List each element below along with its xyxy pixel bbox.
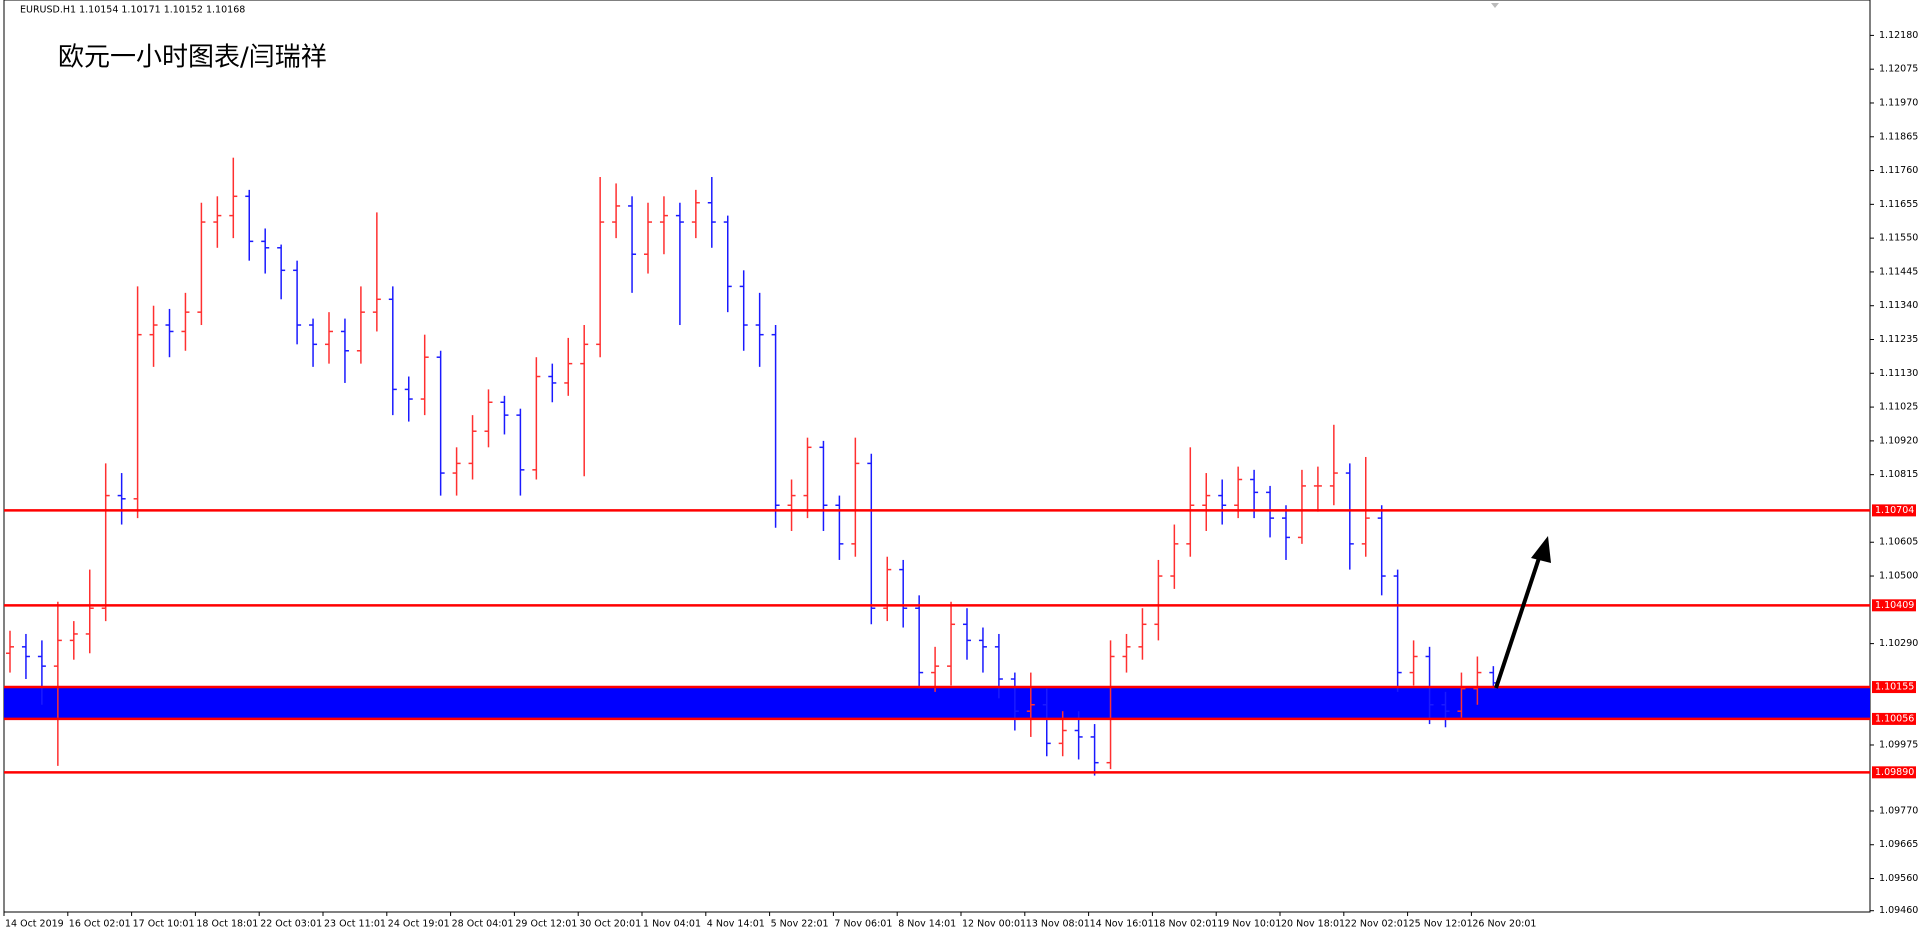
y-tick-label: 1.12075	[1879, 64, 1918, 75]
x-tick-label: 18 Oct 18:01	[196, 919, 258, 930]
y-tick-label: 1.11025	[1879, 402, 1918, 413]
x-tick-label: 1 Nov 04:01	[643, 919, 701, 930]
x-tick-label: 22 Nov 02:01	[1345, 919, 1409, 930]
x-tick-label: 23 Oct 11:01	[324, 919, 386, 930]
x-tick-label: 17 Oct 10:01	[133, 919, 195, 930]
level-label-box	[1872, 599, 1916, 612]
x-tick-label: 5 Nov 22:01	[771, 919, 829, 930]
level-label-box	[1872, 712, 1916, 725]
y-tick-label: 1.11760	[1879, 165, 1918, 176]
level-label-box	[1872, 504, 1916, 517]
scroll-marker	[1491, 3, 1499, 8]
x-tick-label: 18 Nov 02:01	[1153, 919, 1217, 930]
plot-frame	[3, 0, 1871, 913]
level-label: 1.10056	[1875, 713, 1914, 724]
y-tick-label: 1.11865	[1879, 131, 1918, 142]
x-tick-label: 14 Nov 16:01	[1090, 919, 1154, 930]
y-tick-label: 1.11235	[1879, 334, 1918, 345]
y-tick-label: 1.11655	[1879, 199, 1918, 210]
y-tick-label: 1.09770	[1879, 805, 1918, 816]
y-tick-label: 1.11550	[1879, 233, 1918, 244]
x-tick-label: 8 Nov 14:01	[898, 919, 956, 930]
x-tick-label: 13 Nov 08:01	[1026, 919, 1090, 930]
y-tick-label: 1.09975	[1879, 739, 1918, 750]
y-tick-label: 1.11130	[1879, 368, 1918, 379]
x-tick-label: 4 Nov 14:01	[707, 919, 765, 930]
level-label: 1.09890	[1875, 767, 1914, 778]
y-tick-label: 1.10920	[1879, 435, 1918, 446]
y-tick-label: 1.10815	[1879, 469, 1918, 480]
y-tick-label: 1.09460	[1879, 905, 1918, 916]
chart-title: 欧元一小时图表/闫瑞祥	[58, 43, 327, 73]
x-tick-label: 30 Oct 20:01	[579, 919, 641, 930]
y-tick-label: 1.11970	[1879, 97, 1918, 108]
x-tick-label: 24 Oct 19:01	[388, 919, 450, 930]
x-tick-label: 26 Nov 20:01	[1472, 919, 1536, 930]
x-tick-label: 16 Oct 02:01	[69, 919, 131, 930]
x-tick-label: 19 Nov 10:01	[1217, 919, 1281, 930]
arrow-head	[1531, 536, 1551, 563]
y-tick-label: 1.10605	[1879, 537, 1918, 548]
y-tick-label: 1.10500	[1879, 571, 1918, 582]
x-tick-label: 12 Nov 00:01	[962, 919, 1026, 930]
level-label: 1.10704	[1875, 505, 1914, 516]
y-tick-label: 1.10290	[1879, 638, 1918, 649]
level-label-box	[1872, 681, 1916, 694]
x-tick-label: 29 Oct 12:01	[515, 919, 577, 930]
x-tick-label: 20 Nov 18:01	[1281, 919, 1345, 930]
x-tick-label: 7 Nov 06:01	[834, 919, 892, 930]
symbol-header: EURUSD.H1 1.10154 1.10171 1.10152 1.1016…	[20, 5, 245, 16]
x-tick-label: 22 Oct 03:01	[260, 919, 322, 930]
support-zone	[4, 687, 1870, 719]
y-tick-label: 1.09560	[1879, 873, 1918, 884]
x-tick-label: 28 Oct 04:01	[452, 919, 514, 930]
level-label: 1.10155	[1875, 682, 1914, 693]
y-tick-label: 1.09665	[1879, 839, 1918, 850]
level-label: 1.10409	[1875, 600, 1914, 611]
level-label-box	[1872, 766, 1916, 779]
y-tick-label: 1.11340	[1879, 300, 1918, 311]
x-tick-label: 14 Oct 2019	[5, 919, 64, 930]
y-tick-label: 1.11445	[1879, 266, 1918, 277]
y-tick-label: 1.12180	[1879, 30, 1918, 41]
arrow-shaft	[1494, 554, 1542, 689]
x-tick-label: 25 Nov 12:01	[1409, 919, 1473, 930]
